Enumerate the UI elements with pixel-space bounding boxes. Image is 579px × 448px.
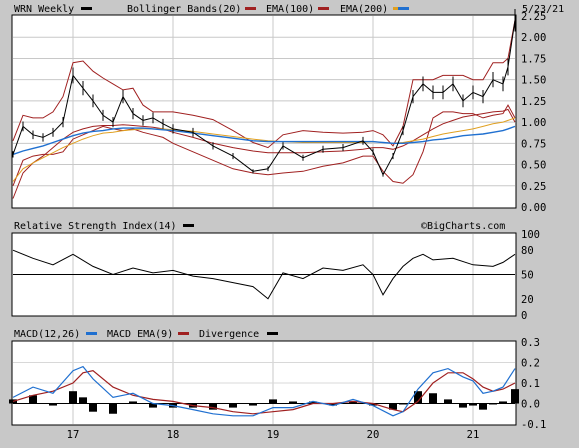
macd-ema-line: [12, 370, 516, 415]
blue-average-line: [12, 125, 516, 156]
rsi-y-tick-label: 0: [521, 310, 527, 322]
date-label: 5/23/21: [522, 4, 564, 15]
x-tick-label: 17: [67, 429, 80, 441]
divergence-legend-swatch: [267, 332, 278, 335]
bollinger-lower-line: [12, 104, 516, 186]
bollinger-upper-line: [12, 20, 516, 149]
divergence-bar: [69, 391, 77, 404]
divergence-bar: [369, 403, 377, 406]
divergence-bar: [429, 393, 437, 404]
divergence-bar: [9, 399, 17, 404]
divergence-title: Divergence: [199, 329, 259, 340]
divergence-bar: [29, 395, 37, 404]
rsi-legend-swatch: [183, 224, 194, 227]
divergence-bar: [389, 403, 397, 410]
legend-bollinger-swatch: [245, 7, 256, 10]
x-tick-label: 21: [467, 429, 480, 441]
rsi-y-tick-label: 100: [521, 229, 540, 241]
macd-ema-title: MACD EMA(9): [107, 329, 173, 340]
divergence-bar: [149, 403, 157, 408]
divergence-bar: [459, 403, 467, 408]
divergence-bar: [79, 397, 87, 404]
axis-labels: 17 18 19 20 21 2.25 2.00 1.75 1.50 1.25 1.00 0.75 0.…: [67, 11, 547, 441]
x-tick-label: 20: [367, 429, 380, 441]
ticker-label: WRN Weekly: [14, 4, 74, 15]
macd-line: [12, 365, 516, 417]
price-y-tick-label: 0.75: [521, 138, 546, 150]
divergence-bar: [309, 401, 317, 404]
ema200-line: [12, 117, 516, 182]
divergence-bar: [511, 389, 519, 404]
divergence-bar: [469, 403, 477, 406]
price-y-tick-label: 0.25: [521, 181, 546, 193]
ema100-line: [12, 108, 516, 199]
macd-title: MACD(12,26): [14, 329, 80, 340]
divergence-bar: [109, 403, 117, 414]
rsi-y-tick-label: 50: [521, 270, 534, 282]
macd-y-tick-label: 0.3: [521, 337, 540, 349]
divergence-bar: [444, 399, 452, 404]
legend-blue-swatch: [398, 7, 409, 10]
macd-y-tick-label: -0.1: [521, 419, 546, 431]
price-y-tick-label: 2.00: [521, 32, 546, 44]
divergence-bar: [269, 399, 277, 404]
macd-y-tick-label: 0.2: [521, 358, 540, 370]
divergence-bar: [289, 401, 297, 404]
plot-series: [9, 9, 519, 417]
divergence-bar: [414, 391, 422, 404]
price-legend-swatch: [81, 7, 92, 10]
divergence-bar: [129, 401, 137, 404]
legend-ema100-swatch: [318, 7, 329, 10]
divergence-bar: [49, 403, 57, 406]
divergence-bar: [349, 401, 357, 404]
x-tick-label: 19: [267, 429, 280, 441]
price-y-tick-label: 2.25: [521, 11, 546, 23]
legend-ema200-label: EMA(200): [340, 4, 388, 15]
divergence-bar: [209, 403, 217, 410]
price-panel: [11, 14, 517, 209]
x-tick-label: 18: [167, 429, 180, 441]
rsi-y-tick-label: 80: [521, 245, 534, 257]
divergence-bar: [399, 403, 407, 405]
divergence-bar: [489, 403, 497, 405]
divergence-bar: [479, 403, 487, 410]
price-y-tick-label: 0.00: [521, 202, 546, 214]
macd-y-tick-label: 0.0: [521, 399, 540, 411]
price-y-tick-label: 0.50: [521, 160, 546, 172]
price-y-tick-label: 1.50: [521, 75, 546, 87]
divergence-bar: [89, 403, 97, 412]
legend-bollinger-label: Bollinger Bands(20): [127, 4, 241, 15]
divergence-bar: [229, 403, 237, 408]
watermark: ©BigCharts.com: [421, 221, 505, 232]
rsi-title: Relative Strength Index(14): [14, 221, 177, 232]
divergence-bar: [249, 403, 257, 406]
rsi-y-tick-label: 20: [521, 294, 534, 306]
price-y-tick-label: 1.25: [521, 96, 546, 108]
rsi-line: [12, 249, 516, 300]
macd-legend-swatch: [86, 332, 97, 335]
legend-ema100-label: EMA(100): [266, 4, 314, 15]
divergence-bar: [329, 403, 337, 406]
price-y-tick-label: 1.00: [521, 117, 546, 129]
price-y-tick-label: 1.75: [521, 53, 546, 65]
price-line: [12, 20, 516, 176]
divergence-bar: [499, 401, 507, 404]
macd-ema-legend-swatch: [178, 332, 189, 335]
macd-y-tick-label: 0.1: [521, 378, 540, 390]
